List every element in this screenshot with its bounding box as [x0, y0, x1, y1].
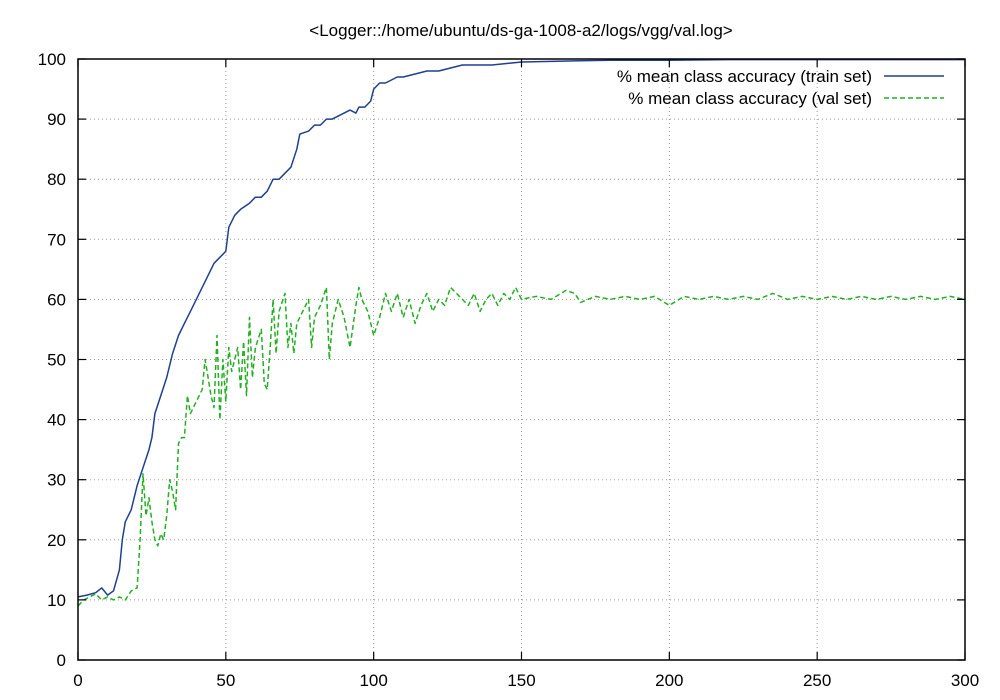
x-tick-label: 50 [216, 671, 235, 690]
x-tick-label: 200 [655, 671, 683, 690]
legend-label: % mean class accuracy (train set) [617, 67, 872, 86]
y-tick-label: 90 [47, 110, 66, 129]
y-tick-label: 10 [47, 591, 66, 610]
legend: % mean class accuracy (train set) % mean … [617, 67, 944, 108]
x-tick-label: 100 [359, 671, 387, 690]
y-tick-label: 20 [47, 531, 66, 550]
y-tick-label: 80 [47, 170, 66, 189]
y-tick-label: 70 [47, 230, 66, 249]
grid [78, 59, 965, 660]
y-tick-label: 50 [47, 351, 66, 370]
train-accuracy-line [77, 58, 965, 598]
y-tick-label: 100 [38, 50, 66, 69]
x-tick-label: 250 [803, 671, 831, 690]
x-tick-label: 300 [951, 671, 979, 690]
y-tick-label: 0 [57, 651, 66, 670]
y-tick-label: 30 [47, 471, 66, 490]
x-tick-label: 150 [507, 671, 535, 690]
chart-title: <Logger::/home/ubuntu/ds-ga-1008-a2/logs… [309, 21, 732, 40]
x-tick-label: 0 [73, 671, 82, 690]
axis-ticks: 0 50 100 150 200 250 300 0 10 20 30 40 50 60 70 80 90 100 [38, 50, 980, 690]
series-lines [77, 58, 966, 607]
y-tick-label: 60 [47, 290, 66, 309]
y-tick-label: 40 [47, 411, 66, 430]
legend-label: % mean class accuracy (val set) [628, 89, 872, 108]
